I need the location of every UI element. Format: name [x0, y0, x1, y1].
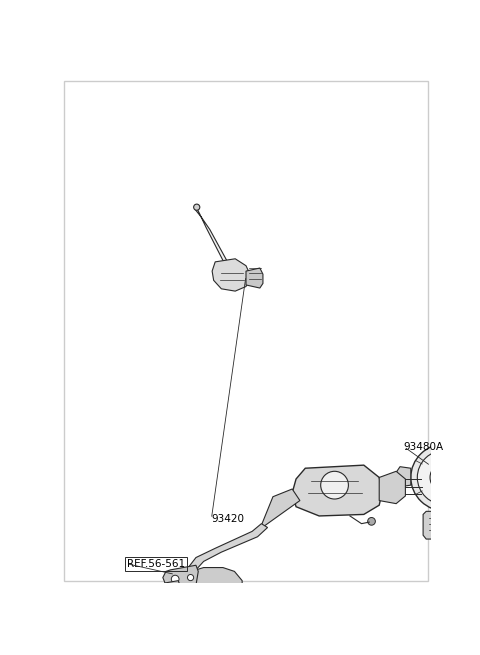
- Polygon shape: [183, 567, 242, 596]
- Text: 93480A: 93480A: [404, 441, 444, 452]
- Polygon shape: [195, 206, 228, 262]
- Ellipse shape: [430, 462, 462, 493]
- Ellipse shape: [417, 450, 475, 505]
- Circle shape: [321, 472, 348, 499]
- Polygon shape: [246, 489, 300, 539]
- Polygon shape: [160, 580, 180, 597]
- Polygon shape: [292, 465, 382, 516]
- Ellipse shape: [411, 443, 480, 512]
- Polygon shape: [186, 523, 267, 578]
- Polygon shape: [397, 466, 411, 487]
- Polygon shape: [379, 472, 406, 504]
- Circle shape: [193, 204, 200, 210]
- Polygon shape: [246, 268, 263, 288]
- Polygon shape: [212, 259, 251, 291]
- Circle shape: [188, 574, 193, 580]
- Text: REF.56-561: REF.56-561: [127, 559, 185, 569]
- Circle shape: [437, 468, 456, 487]
- Polygon shape: [423, 512, 469, 539]
- Circle shape: [368, 517, 375, 525]
- Circle shape: [171, 575, 179, 583]
- Text: 93420: 93420: [211, 514, 244, 524]
- Polygon shape: [163, 565, 198, 591]
